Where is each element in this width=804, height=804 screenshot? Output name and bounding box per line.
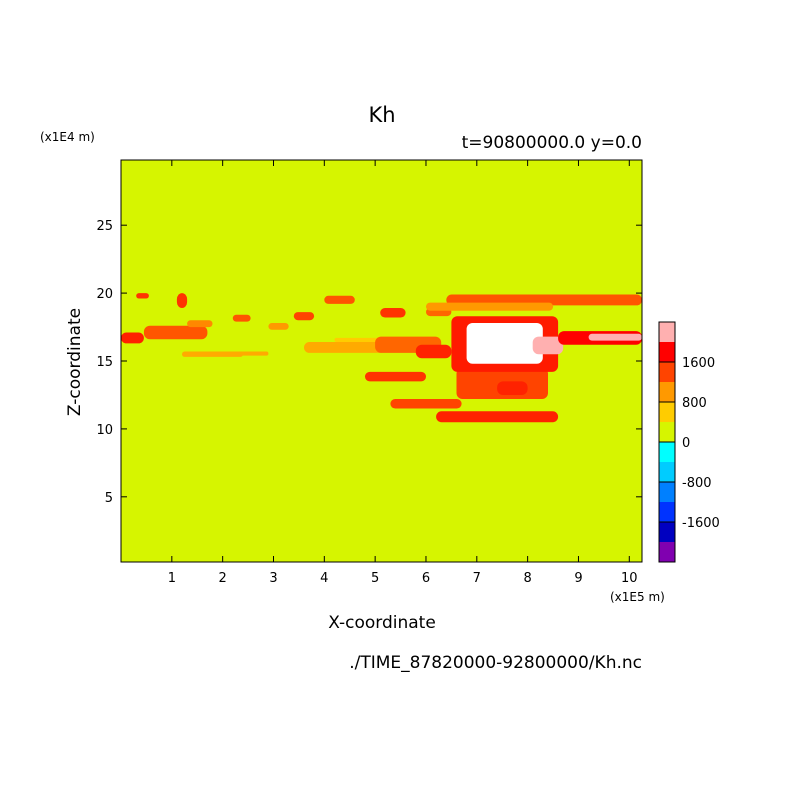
y-tick-label: 10: [96, 423, 113, 438]
x-tick-label: 4: [320, 571, 328, 586]
chart-subtitle: t=90800000.0 y=0.0: [462, 133, 642, 153]
colorbar-level: [659, 522, 675, 542]
contour-feature-5: [232, 314, 251, 322]
y-axis-label: Z-coordinate: [65, 308, 85, 416]
colorbar-level: [659, 542, 675, 562]
contour-feature-20: [466, 323, 543, 364]
x-axis-label: X-coordinate: [328, 613, 436, 633]
contour-feature-2: [187, 320, 213, 328]
contour-feature-4: [237, 351, 269, 356]
contour-feature-12: [324, 295, 355, 304]
contour-feature-27: [176, 293, 188, 308]
x-tick-label: 7: [473, 571, 481, 586]
contour-feature-6: [268, 323, 289, 330]
colorbar-level: [659, 502, 675, 522]
contour-feature-28: [497, 381, 528, 395]
colorbar-tick-label: -800: [682, 476, 712, 491]
colorbar-tick-label: 800: [682, 396, 707, 411]
chart-title: Kh: [368, 103, 395, 127]
x-tick-label: 10: [621, 571, 638, 586]
contour-feature-13: [380, 308, 406, 318]
colorbar-level: [659, 402, 675, 422]
y-tick-label: 25: [96, 219, 113, 234]
y-unit-label: (x1E4 m): [40, 130, 95, 144]
contour-feature-23: [588, 333, 642, 341]
colorbar-level: [659, 342, 675, 362]
contour-feature-16: [390, 399, 462, 409]
x-tick-label: 3: [269, 571, 277, 586]
contour-features: [121, 293, 642, 423]
colorbar-level: [659, 382, 675, 402]
x-tick-label: 8: [523, 571, 531, 586]
colorbar-level: [659, 362, 675, 382]
colorbar: 1600 800 0 -800 -1600: [658, 321, 720, 563]
contour-feature-21: [532, 336, 564, 355]
y-tick-label: 15: [96, 355, 113, 370]
x-axis: 1 2 3 4 5 6 7 8 9 10: [168, 160, 638, 586]
colorbar-tick-label: -1600: [682, 516, 720, 531]
y-tick-label: 5: [105, 491, 113, 506]
x-tick-label: 2: [219, 571, 227, 586]
contour-feature-25: [426, 302, 554, 311]
plot-area: [120, 159, 643, 563]
plot-background: [121, 160, 642, 562]
colorbar-level: [659, 462, 675, 482]
x-unit-label: (x1E5 m): [610, 590, 665, 604]
colorbar-tick-label: 0: [682, 436, 690, 451]
x-tick-label: 9: [574, 571, 582, 586]
contour-feature-15: [365, 371, 426, 382]
contour-feature-17: [436, 411, 559, 423]
x-tick-label: 6: [422, 571, 430, 586]
contour-feature-3: [182, 351, 243, 357]
x-tick-label: 5: [371, 571, 379, 586]
colorbar-tick-label: 1600: [682, 356, 715, 371]
contour-feature-8: [304, 342, 386, 353]
colorbar-level: [659, 422, 675, 442]
y-axis: 5 10 15 20 25: [96, 219, 642, 506]
colorbar-level: [659, 442, 675, 462]
contour-feature-1: [143, 325, 208, 340]
contour-feature-11: [415, 344, 452, 359]
x-tick-label: 1: [168, 571, 176, 586]
contour-feature-26: [136, 293, 149, 299]
y-tick-label: 20: [96, 287, 113, 302]
contour-feature-7: [293, 312, 315, 321]
file-path-label: ./TIME_87820000-92800000/Kh.nc: [349, 653, 642, 673]
contour-feature-0: [121, 332, 144, 344]
colorbar-level: [659, 322, 675, 342]
colorbar-level: [659, 482, 675, 502]
